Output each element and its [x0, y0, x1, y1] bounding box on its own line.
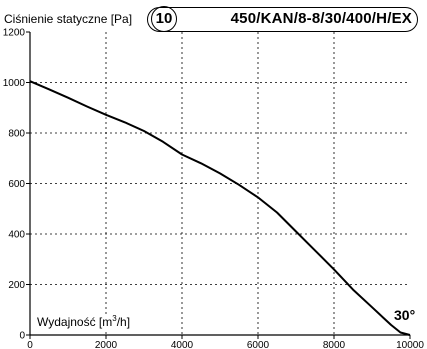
performance-curve-30deg [29, 80, 411, 336]
model-code-frame [147, 7, 418, 32]
y-tick-label: 0 [19, 331, 25, 342]
x-axis-label: Wydajność [m3/h] [36, 314, 132, 329]
x-tick-label: 4000 [171, 340, 194, 349]
x-tick-label: 8000 [323, 340, 346, 349]
y-tick-label: 200 [8, 280, 25, 291]
x-axis-label-suffix: /h] [116, 315, 131, 329]
y-tick-label: 600 [8, 179, 25, 190]
y-tick-label: 1200 [3, 28, 26, 39]
x-tick-label: 6000 [247, 340, 270, 349]
y-tick-label: 400 [8, 230, 25, 241]
x-tick-label: 2000 [95, 340, 118, 349]
curve-number-badge: 10 [151, 6, 177, 32]
series-label-angle: 30° [394, 307, 416, 323]
y-axis-label: Ciśnienie statyczne [Pa] [4, 12, 133, 26]
x-tick-label: 10000 [396, 340, 424, 349]
x-tick-label: 0 [27, 340, 33, 349]
x-axis-label-prefix: Wydajność [m [37, 315, 113, 329]
model-code: 450/KAN/8-8/30/400/H/EX [230, 10, 412, 27]
y-tick-label: 1000 [3, 78, 26, 89]
y-tick-label: 800 [8, 129, 25, 140]
x-axis-label-superscript: 3 [112, 314, 117, 323]
